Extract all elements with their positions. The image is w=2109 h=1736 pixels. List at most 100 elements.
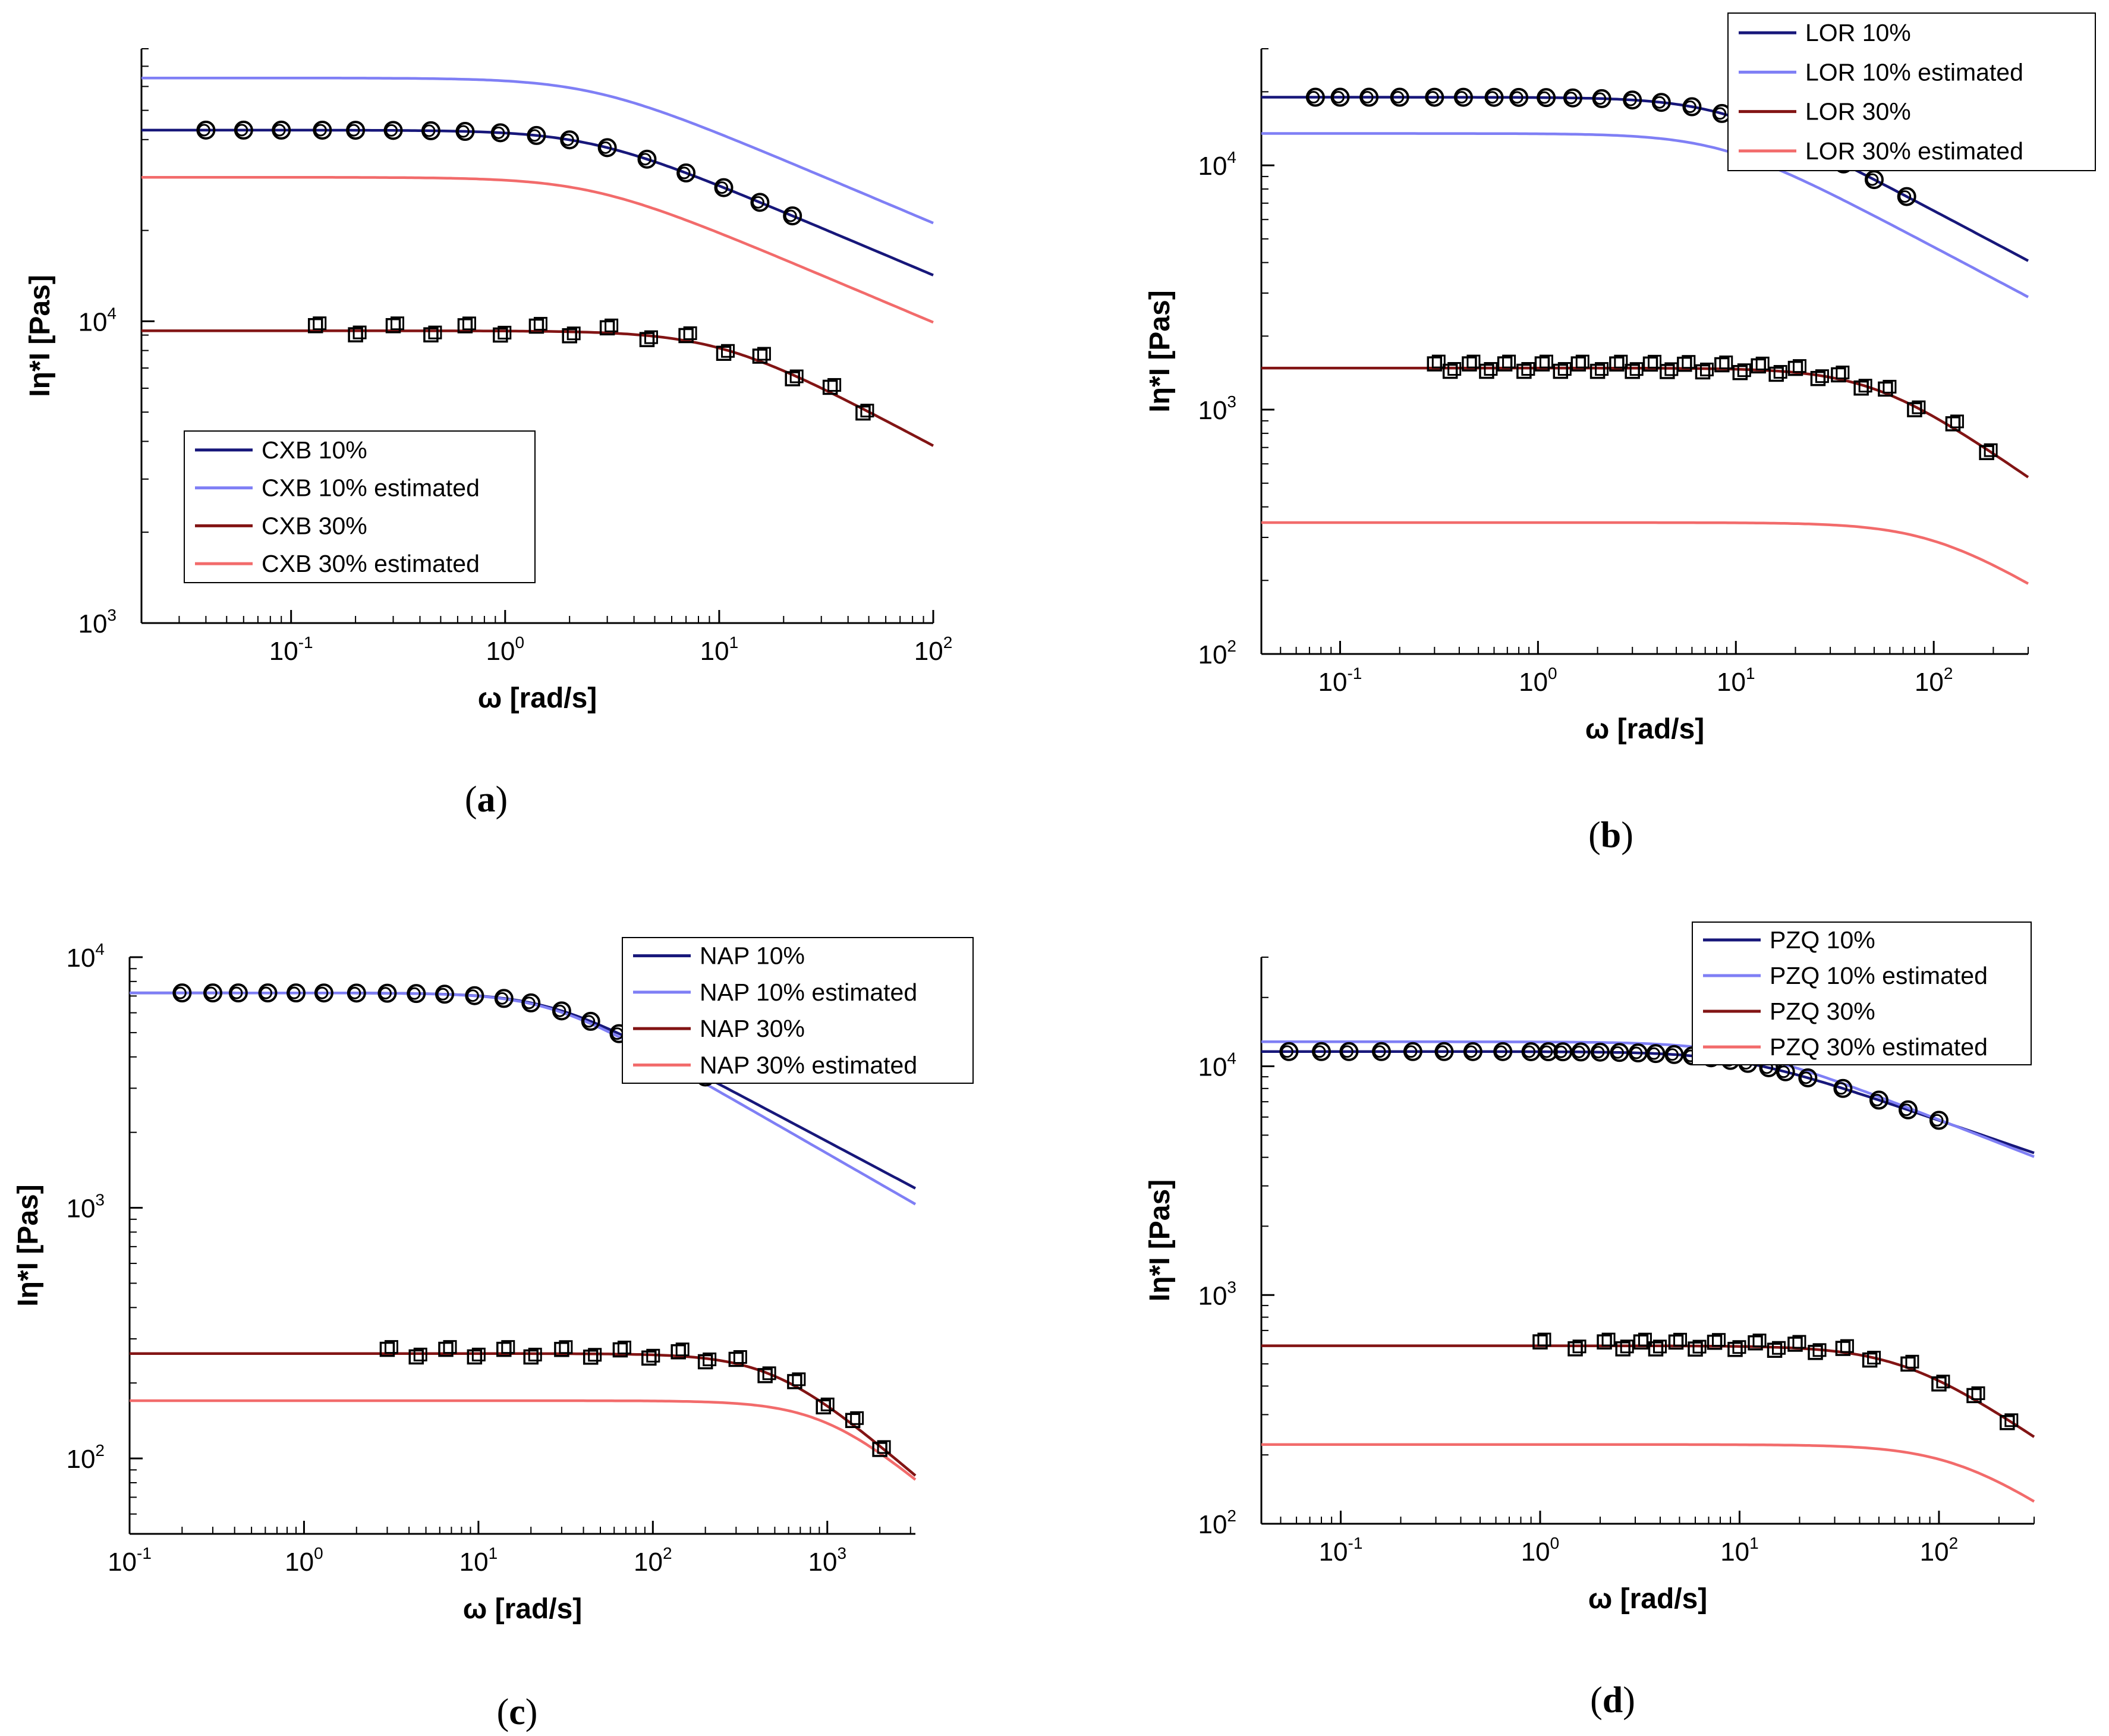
data-point-square [757, 1368, 773, 1383]
data-point-circle-overlap [174, 986, 187, 999]
data-point-square [467, 1349, 483, 1365]
data-point-square [1532, 1334, 1548, 1350]
data-point-circle-overlap [235, 124, 248, 137]
data-point-circle-overlap [1871, 1093, 1884, 1106]
data-point-square [671, 1344, 686, 1360]
data-point-square [1727, 1341, 1743, 1357]
data-point-square-overlap [1648, 354, 1662, 369]
data-point-circle [1311, 1042, 1331, 1061]
data-point-square-overlap [1620, 1339, 1634, 1354]
data-point-circle-overlap [204, 986, 218, 999]
data-point-circle-overlap [1494, 1045, 1507, 1058]
data-point-square [1567, 1341, 1583, 1357]
data-point-square-overlap [860, 404, 874, 418]
data-point-square-overlap [1912, 400, 1926, 414]
data-point-circle-overlap [1280, 1045, 1293, 1058]
data-point-square-overlap [533, 317, 547, 331]
data-point-square-overlap [1712, 1333, 1726, 1347]
data-point-square-overlap [1883, 379, 1897, 394]
data-point-circle [1509, 87, 1529, 107]
data-point-square [307, 318, 323, 334]
data-point-circle-overlap [1538, 91, 1551, 104]
data-point-circle-overlap [1899, 190, 1912, 203]
legend-label-2: LOR 10% estimated [1805, 58, 2023, 86]
data-point-circle-overlap [1340, 1045, 1353, 1058]
data-point-square-overlap [1682, 355, 1696, 369]
data-point-circle [407, 984, 426, 1004]
data-point-square-overlap [528, 1347, 542, 1361]
series-line-4 [130, 1399, 917, 1481]
data-point-circle-overlap [1331, 91, 1345, 104]
data-point-circle [560, 130, 580, 150]
data-point-square-overlap [762, 1366, 776, 1380]
data-point-circle-overlap [1426, 91, 1439, 104]
data-point-circle [1563, 88, 1582, 108]
data-point-circle-overlap [314, 124, 327, 137]
data-point-square-overlap [1484, 362, 1498, 376]
data-point-circle [1623, 90, 1642, 110]
series-line-2 [141, 76, 934, 225]
data-point-square-overlap [1773, 364, 1787, 379]
data-point-square-overlap [1700, 362, 1714, 376]
data-point-square [1931, 1376, 1947, 1392]
data-point-square [1707, 1334, 1723, 1350]
data-point-circle-overlap [1313, 1045, 1326, 1058]
y-axis-title: Iη*I [Pas] [24, 275, 56, 397]
x-tick-label: 10-1 [269, 633, 313, 666]
x-tick-label: 102 [914, 633, 953, 666]
data-point-circle [1664, 1045, 1684, 1064]
data-point-square-overlap [827, 378, 842, 392]
data-point-square-overlap [1466, 354, 1481, 369]
data-point-square-overlap [1673, 1332, 1688, 1347]
data-point-circle [1869, 1090, 1888, 1110]
data-point-circle-overlap [1777, 1065, 1790, 1078]
data-point-circle-overlap [1931, 1114, 1944, 1127]
data-point-circle-overlap [1653, 96, 1666, 109]
data-point-circle [1390, 87, 1409, 107]
data-point-circle [494, 989, 514, 1008]
legend-box [184, 430, 536, 583]
data-point-square [496, 1341, 512, 1357]
data-point-square-overlap [443, 1340, 457, 1354]
data-point-circle-overlap [1465, 1045, 1478, 1058]
data-point-square-overlap [757, 347, 771, 361]
y-tick-label: 104 [1198, 148, 1236, 181]
panel-caption: (d) [1590, 1680, 1635, 1721]
data-point-square-overlap [471, 1347, 486, 1361]
data-point-circle [287, 983, 306, 1003]
data-point-square-overlap [1719, 356, 1733, 370]
y-tick-label: 102 [66, 1441, 105, 1474]
data-point-square [1787, 1336, 1803, 1352]
data-point-square [1808, 1345, 1823, 1360]
data-point-circle [1929, 1111, 1949, 1130]
y-tick-label: 103 [1198, 1278, 1236, 1310]
data-point-circle-overlap [1630, 1046, 1643, 1059]
data-point-circle [1833, 1078, 1853, 1098]
data-point-square-overlap [675, 1342, 690, 1357]
data-point-circle [1279, 1042, 1299, 1061]
data-point-circle-overlap [230, 986, 243, 999]
data-point-square [697, 1354, 713, 1370]
data-point-circle [465, 986, 484, 1005]
data-point-circle [435, 985, 455, 1004]
data-point-circle-overlap [1540, 1045, 1553, 1058]
data-point-square [1609, 356, 1625, 372]
data-point-circle [1305, 87, 1325, 107]
data-point-square [599, 320, 615, 336]
data-point-circle [234, 120, 253, 140]
data-point-square-overlap [1755, 356, 1770, 370]
x-tick-label: 100 [1521, 1534, 1560, 1567]
data-point-square [1553, 363, 1569, 379]
data-point-square-overlap [683, 326, 697, 340]
data-point-circle-overlap [379, 987, 392, 1000]
data-point-circle-overlap [316, 986, 329, 999]
data-point-circle-overlap [273, 124, 286, 137]
y-axis-title: Iη*I [Pas] [12, 1184, 44, 1306]
data-point-circle [383, 121, 403, 140]
data-point-circle-overlap [496, 992, 509, 1005]
data-point-circle [314, 983, 333, 1003]
data-point-square-overlap [413, 1347, 427, 1361]
data-point-circle [203, 983, 223, 1003]
legend-label-1: LOR 10% [1805, 19, 1911, 46]
